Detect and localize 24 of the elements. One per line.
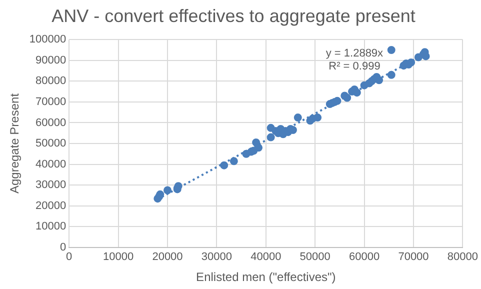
- y-tick-label: 0: [60, 241, 66, 254]
- y-tick-label: 40000: [36, 158, 66, 170]
- x-tick-label: 80000: [447, 251, 478, 264]
- x-tick-label: 60000: [349, 251, 380, 264]
- y-tick-label: 70000: [36, 96, 66, 108]
- y-tick-label: 20000: [36, 200, 66, 212]
- y-tick-label: 60000: [36, 116, 66, 129]
- x-tick-label: 10000: [103, 251, 134, 264]
- x-axis-title: Enlisted men ("effectives"): [196, 270, 336, 284]
- x-tick-label: 50000: [300, 251, 330, 264]
- y-tick-label: 100000: [29, 34, 66, 46]
- annotation: y = 1.2889x: [326, 48, 384, 60]
- annotation: R² = 0.999: [328, 60, 380, 73]
- chart-title: ANV - convert effectives to aggregate present: [52, 6, 416, 26]
- y-tick-label: 80000: [36, 75, 66, 88]
- y-tick-label: 90000: [36, 54, 66, 66]
- x-tick-label: 40000: [250, 251, 282, 264]
- x-tick-label: 70000: [398, 251, 429, 264]
- x-tick-label: 30000: [201, 251, 232, 264]
- x-tick-label: 20000: [152, 251, 183, 264]
- y-tick-label: 10000: [36, 220, 66, 233]
- y-tick-label: 50000: [36, 138, 66, 150]
- y-axis-title: Aggregate Present: [8, 92, 22, 194]
- y-tick-label: 30000: [36, 179, 66, 192]
